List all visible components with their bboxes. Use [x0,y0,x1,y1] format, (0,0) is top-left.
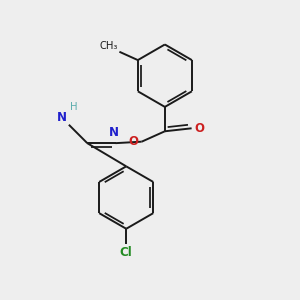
Text: Cl: Cl [120,246,133,259]
Text: H: H [70,102,78,112]
Text: N: N [109,126,119,139]
Text: N: N [57,110,67,124]
Text: O: O [194,122,204,135]
Text: O: O [129,135,139,148]
Text: CH₃: CH₃ [100,40,118,51]
